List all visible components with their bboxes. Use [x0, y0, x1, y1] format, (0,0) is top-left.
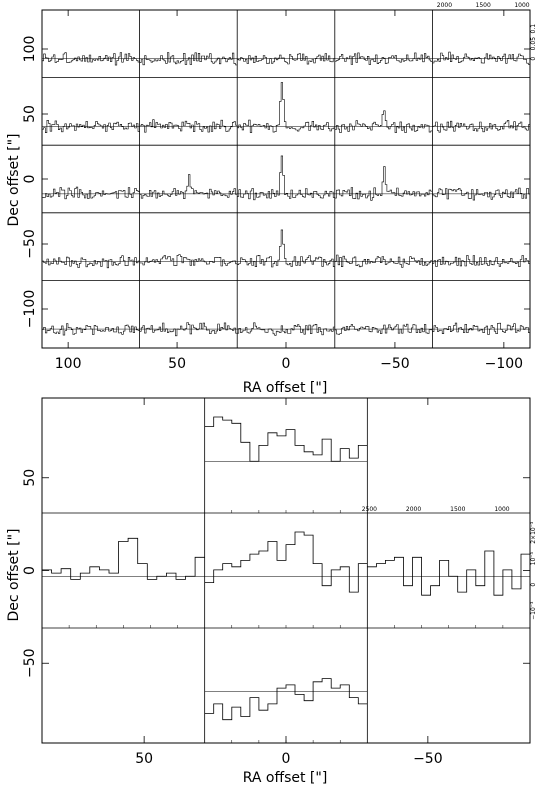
- inset-x-tick-label: 2500: [362, 506, 377, 513]
- spectrum-line: [42, 255, 140, 269]
- y-tick-label: −50: [22, 229, 38, 259]
- bottom-spectral-grid: 50 0 −50 50 0 −50 2500 2000 1500 1000 −10⁻³ 0 10⁻³ 2×…: [22, 397, 537, 767]
- inset-x-tick-label: 1000: [514, 2, 529, 9]
- inset-x-tick-label: 2000: [437, 2, 452, 9]
- x-tick-label: 0: [282, 751, 291, 767]
- inset-y-tick-label: 2×10⁻³: [530, 521, 537, 544]
- spectrum-line: [432, 120, 530, 133]
- inset-y-tick-label: 10⁻³: [530, 552, 537, 566]
- spectrum-line: [334, 166, 433, 201]
- top-y-axis-label: Dec offset ["]: [6, 134, 22, 227]
- x-tick-label: −100: [485, 356, 523, 372]
- spectrum-line: [42, 537, 205, 580]
- inset-x-tick-label: 1500: [450, 506, 465, 513]
- x-tick-label: 50: [168, 356, 186, 372]
- inset-y-tick-label: 0: [530, 57, 537, 61]
- x-tick-label: −50: [413, 751, 443, 767]
- spectrum-line: [334, 323, 433, 335]
- spectrum-line: [139, 119, 238, 133]
- inset-x-tick-label: 1500: [476, 2, 491, 9]
- x-tick-label: 100: [55, 356, 82, 372]
- spectrum-line: [204, 531, 368, 593]
- spectrum-line: [139, 322, 238, 337]
- spectrum-line: [432, 51, 530, 65]
- top-x-axis-label: RA offset ["]: [243, 380, 328, 396]
- spectrum-line: [334, 110, 433, 133]
- spectrum-line: [432, 255, 530, 267]
- spectrum-line: [42, 186, 140, 200]
- y-tick-label: 50: [22, 469, 38, 487]
- spectrum-line: [237, 155, 335, 201]
- inset-x-tick-label: 1000: [494, 506, 509, 513]
- spectrum-line: [204, 416, 368, 462]
- spectrum-line: [432, 322, 530, 335]
- spectrum-line: [139, 254, 238, 267]
- y-tick-label: 100: [22, 36, 38, 63]
- y-tick-label: 0: [22, 566, 38, 575]
- y-tick-label: 50: [22, 105, 38, 123]
- spectrum-line: [334, 52, 433, 65]
- inset-y-tick-label: 0.1: [530, 24, 537, 34]
- spectrum-line: [42, 120, 140, 133]
- inset-y-tick-label: −10⁻³: [530, 601, 537, 620]
- inset-x-tick-label: 2000: [406, 506, 421, 513]
- inset-y-tick-label: 0: [530, 583, 537, 587]
- spectrum-line: [204, 678, 368, 721]
- x-tick-label: 0: [282, 356, 291, 372]
- y-tick-label: −50: [22, 648, 38, 678]
- x-tick-label: 50: [135, 751, 153, 767]
- y-tick-label: −100: [22, 290, 38, 328]
- x-tick-label: −50: [380, 356, 410, 372]
- bottom-y-axis-label: Dec offset ["]: [6, 529, 22, 622]
- y-tick-label: 0: [22, 175, 38, 184]
- inset-y-tick-label: 0.05: [530, 37, 537, 51]
- spectrum-line: [139, 52, 238, 66]
- spectrum-line: [432, 187, 530, 201]
- spectrum-line: [237, 322, 335, 336]
- spectrum-line: [237, 82, 335, 133]
- bottom-x-axis-label: RA offset ["]: [243, 770, 328, 786]
- spectrum-line: [237, 229, 335, 268]
- spectrum-line: [367, 550, 530, 596]
- spectrum-line: [42, 323, 140, 336]
- spectrum-line: [139, 174, 238, 199]
- top-spectral-grid: 100 50 0 −50 −100 100 50 0 −50 −100 2000 1500 1000 0 0…: [22, 2, 537, 372]
- spectrum-line: [237, 53, 335, 65]
- spectrum-line: [334, 254, 433, 268]
